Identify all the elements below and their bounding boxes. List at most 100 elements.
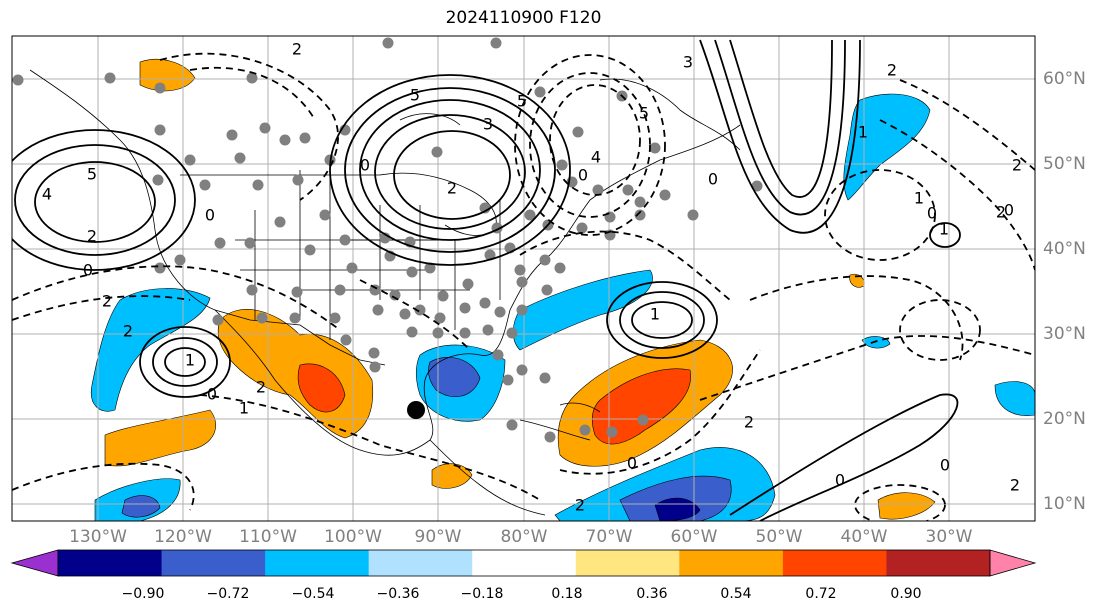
dashed-contour — [824, 169, 936, 261]
positive-anomaly-region — [591, 368, 691, 445]
lat-lon-grid — [12, 36, 1035, 521]
contour-label: 1 — [238, 398, 250, 418]
colorbar-tick-label: −0.72 — [206, 586, 250, 602]
contour-label: 2 — [86, 226, 98, 246]
positive-anomaly-region — [104, 409, 217, 467]
positive-anomaly-region — [297, 363, 346, 413]
lon-label: 70°W — [585, 527, 633, 547]
lon-label: 120°W — [154, 527, 212, 547]
colorbar-tick-label: 0.72 — [805, 586, 837, 602]
dashed-contour — [12, 265, 341, 331]
contour-label: 2 — [886, 60, 898, 80]
dashed-contour — [12, 295, 191, 321]
station-dots — [12, 37, 763, 443]
colorbar-over-arrow — [989, 549, 1037, 577]
negative-anomaly-region — [994, 381, 1035, 416]
colorbar-tick-label: 0.90 — [890, 586, 922, 602]
lat-label: 10°N — [1043, 494, 1086, 514]
dashed-contour — [159, 52, 339, 201]
solid-contour — [729, 393, 959, 521]
lon-label: 90°W — [414, 527, 462, 547]
contour-label: 1 — [938, 219, 950, 239]
contour-label: 1 — [857, 122, 869, 142]
lon-label: 60°W — [670, 527, 718, 547]
contour-label: 4 — [41, 184, 53, 204]
map-title: 2024110900 F120 — [445, 8, 602, 28]
lat-label: 40°N — [1043, 239, 1086, 259]
contour-label: 2 — [574, 495, 586, 515]
contour-label: 3 — [682, 52, 694, 72]
dashed-contour — [189, 66, 316, 121]
colorbar-segment — [886, 550, 991, 576]
lon-label: 100°W — [324, 527, 382, 547]
colorbar-tick-label: −0.54 — [291, 586, 335, 602]
contour-label: 0 — [626, 453, 638, 473]
solid-contour — [359, 99, 541, 241]
solid-contour — [329, 74, 571, 266]
contour-label: 2 — [1009, 475, 1021, 495]
dashed-contour — [899, 299, 981, 361]
dashed-contour — [529, 72, 651, 218]
colorbar-segment — [472, 550, 577, 576]
solid-contour — [374, 114, 526, 230]
shaded-anomalies — [90, 59, 1035, 521]
positive-anomaly-region — [139, 59, 196, 92]
storm-position-marker — [407, 401, 425, 419]
contour-label: 0 — [926, 203, 938, 223]
contour-label: 0 — [707, 169, 719, 189]
colorbar-under-arrow — [10, 549, 59, 577]
colorbar-tick-label: −0.36 — [376, 586, 420, 602]
dashed-contour — [879, 119, 1035, 271]
contour-label: 5 — [516, 91, 528, 111]
colorbar-segment — [58, 550, 163, 576]
dashed-contour — [199, 394, 541, 501]
dashed-contour — [359, 279, 471, 351]
colorbar-segment — [575, 550, 680, 576]
contour-label: 5 — [409, 85, 421, 105]
solid-contour — [714, 39, 846, 216]
colorbar-segment — [161, 550, 266, 576]
contour-label: 1 — [184, 350, 196, 370]
contour-label: 2 — [122, 321, 134, 341]
solid-contour — [152, 337, 218, 387]
lat-label: 30°N — [1043, 324, 1086, 344]
solid-contour — [929, 222, 961, 248]
lon-label: 130°W — [69, 527, 127, 547]
contour-label: 0 — [82, 260, 94, 280]
colorbar-segment — [782, 550, 887, 576]
lon-label: 40°W — [840, 527, 888, 547]
colorbar-segment — [679, 550, 784, 576]
solid-contour — [12, 129, 196, 271]
colorbar-tick-label: 0.36 — [636, 586, 668, 602]
negative-anomaly-region — [843, 93, 931, 201]
colorbar-frame — [57, 549, 991, 577]
contour-label: 2 — [995, 202, 1007, 222]
negative-anomaly-region — [428, 356, 481, 398]
contour-label: 0 — [359, 155, 371, 175]
solid-contour — [34, 161, 156, 243]
solid-contour — [139, 326, 231, 398]
contour-label: 0 — [577, 165, 589, 185]
contour-label: 2 — [101, 291, 113, 311]
solid-contour — [619, 291, 705, 349]
dashed-contour — [899, 79, 1035, 171]
contour-label: 4 — [590, 147, 602, 167]
solid-contour — [631, 301, 693, 339]
negative-anomaly-region — [90, 288, 211, 412]
lon-label: 30°W — [925, 527, 973, 547]
lat-label: 50°N — [1043, 154, 1086, 174]
contour-label: 1 — [913, 188, 925, 208]
coastlines — [29, 69, 741, 516]
lon-label: 50°W — [755, 527, 803, 547]
negative-anomaly-region — [121, 495, 161, 518]
contour-label: 2 — [446, 178, 458, 198]
contour-label: 0 — [834, 470, 846, 490]
solid-contour — [164, 347, 206, 377]
contour-label: 5 — [638, 103, 650, 123]
solid-contour — [14, 144, 176, 256]
colorbar-tick-label: 0.54 — [720, 586, 752, 602]
contour-label: 2 — [1011, 155, 1023, 175]
colorbar — [10, 549, 1037, 577]
dashed-contour — [519, 230, 731, 301]
